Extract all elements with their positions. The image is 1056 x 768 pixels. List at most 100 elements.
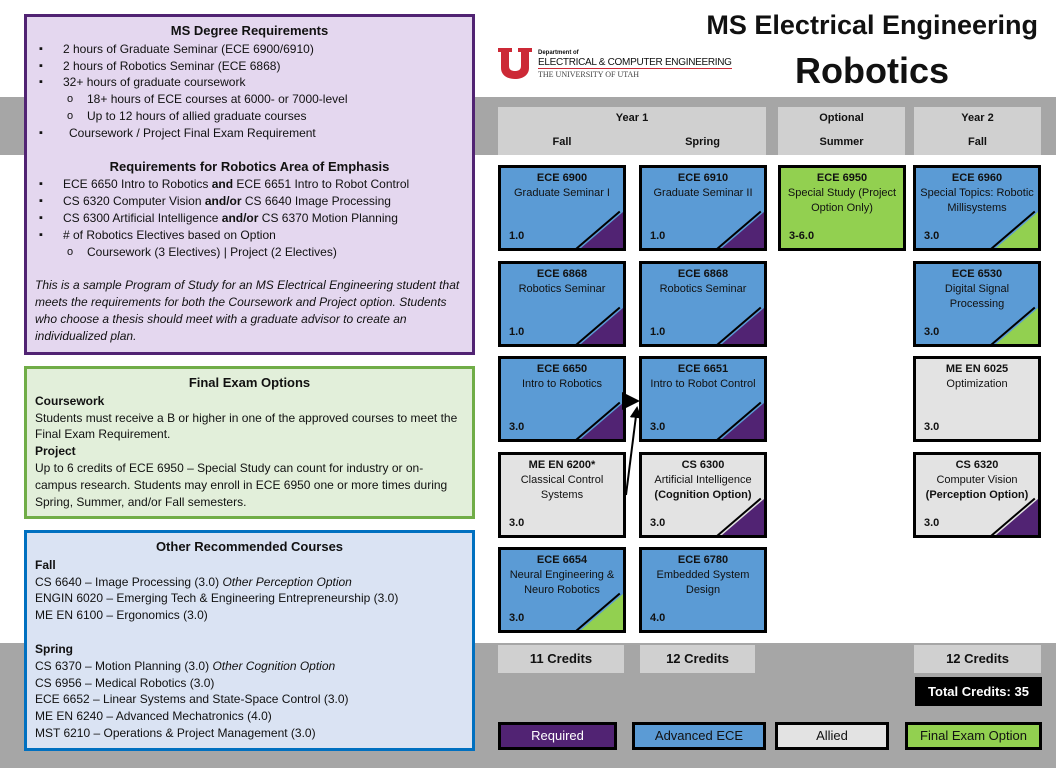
course-name: Computer Vision <box>936 474 1018 486</box>
course-credits: 3.0 <box>509 421 525 433</box>
year1-label: Year 1 <box>615 112 649 124</box>
arrow-6200-to-6651 <box>625 406 642 496</box>
recommended-course: ME EN 6240 – Advanced Mechatronics (4.0) <box>35 709 272 724</box>
recommended-course: CS 6640 – Image Processing (3.0) Other P… <box>35 574 352 589</box>
course-code: ECE 6651 <box>677 363 729 375</box>
course-name: Classical Control Systems <box>520 474 604 501</box>
ms-degree-requirements-panel: MS Degree Requirements 2 hours of Gradua… <box>24 14 475 355</box>
category-corner-marker <box>996 308 1038 344</box>
project-text: Up to 6 credits of ECE 6950 – Special St… <box>35 460 448 509</box>
course-credits: 1.0 <box>509 326 525 338</box>
course-name: Robotics Seminar <box>518 283 606 295</box>
recommended-course: CS 6956 – Medical Robotics (3.0) <box>35 675 215 690</box>
course-card[interactable]: ECE 6651 Intro to Robot Control 3.0 <box>639 356 767 442</box>
legend-final-exam-option: Final Exam Option <box>905 722 1042 750</box>
fall2-credits: 12 Credits <box>914 645 1041 673</box>
coursework-text: Students must receive a B or higher in o… <box>35 410 458 442</box>
course-code: ECE 6650 <box>536 363 588 375</box>
course-option: (Perception Option) <box>925 489 1029 501</box>
spring1-credits: 12 Credits <box>640 645 755 673</box>
course-credits: 1.0 <box>509 230 525 242</box>
category-corner-marker <box>996 499 1038 535</box>
course-name: Robotics Seminar <box>659 283 747 295</box>
requirement-item: 2 hours of Robotics Seminar (ECE 6868) <box>35 58 464 75</box>
course-card[interactable]: ECE 6910 Graduate Seminar II 1.0 <box>639 165 767 251</box>
course-card[interactable]: ME EN 6200* Classical Control Systems 3.… <box>498 452 626 538</box>
course-option: (Cognition Option) <box>654 489 752 501</box>
page-title: MS Electrical Engineering <box>706 10 1038 40</box>
course-credits: 3.0 <box>924 230 940 242</box>
course-code: CS 6320 <box>955 459 999 471</box>
course-code: ME EN 6025 <box>945 363 1009 375</box>
category-corner-marker <box>722 499 764 535</box>
course-code: ECE 6900 <box>536 172 588 184</box>
recommended-course: ME EN 6100 – Ergonomics (3.0) <box>35 608 208 623</box>
course-name: Special Study (Project Option Only) <box>787 187 897 214</box>
category-corner-marker <box>996 212 1038 248</box>
emphasis-item: CS 6320 Computer Vision and/or CS 6640 I… <box>35 193 464 210</box>
course-card[interactable]: CS 6320 Computer Vision (Perception Opti… <box>913 452 1041 538</box>
course-code: CS 6300 <box>681 459 725 471</box>
emphasis-item: CS 6300 Artificial Intelligence and/or C… <box>35 210 464 227</box>
recommended-course: ENGIN 6020 – Emerging Tech & Engineering… <box>35 591 399 606</box>
course-credits: 3.0 <box>924 517 940 529</box>
emphasis-title: Requirements for Robotics Area of Emphas… <box>109 158 390 174</box>
optional-header: Optional Summer <box>778 107 905 155</box>
category-corner-marker <box>722 403 764 439</box>
course-card[interactable]: ECE 6654 Neural Engineering & Neuro Robo… <box>498 547 626 633</box>
course-credits: 3.0 <box>650 517 666 529</box>
category-corner-marker <box>722 212 764 248</box>
course-credits: 1.0 <box>650 326 666 338</box>
course-code: ECE 6868 <box>536 268 588 280</box>
emphasis-subitem: Coursework (3 Electives) | Project (2 El… <box>35 244 464 261</box>
course-card[interactable]: ECE 6900 Graduate Seminar I 1.0 <box>498 165 626 251</box>
course-name: Graduate Seminar I <box>514 187 610 199</box>
category-corner-marker <box>581 403 623 439</box>
fall-heading: Fall <box>35 557 56 572</box>
spring-label: Spring <box>685 136 720 148</box>
requirement-item: 32+ hours of graduate coursework <box>35 74 464 91</box>
fall1-credits: 11 Credits <box>498 645 624 673</box>
requirements-note: This is a sample Program of Study for an… <box>35 278 460 343</box>
course-code: ECE 6780 <box>677 554 729 566</box>
course-name: Artificial Intelligence <box>654 474 752 486</box>
category-corner-marker <box>581 308 623 344</box>
course-card[interactable]: ECE 6650 Intro to Robotics 3.0 <box>498 356 626 442</box>
course-code: ECE 6910 <box>677 172 729 184</box>
course-card[interactable]: CS 6300 Artificial Intelligence (Cogniti… <box>639 452 767 538</box>
recommended-course: ECE 6652 – Linear Systems and State-Spac… <box>35 692 349 707</box>
course-card[interactable]: ME EN 6025 Optimization 3.0 <box>913 356 1041 442</box>
course-code: ECE 6868 <box>677 268 729 280</box>
course-credits: 3-6.0 <box>789 230 815 242</box>
university-logo: Department of ELECTRICAL & COMPUTER ENGI… <box>498 46 743 82</box>
course-name: Special Topics: Robotic Millisystems <box>920 187 1034 214</box>
course-credits: 1.0 <box>650 230 666 242</box>
emphasis-item: # of Robotics Electives based on Option <box>35 227 464 244</box>
legend-allied: Allied <box>775 722 889 750</box>
course-code: ME EN 6200* <box>528 459 596 471</box>
requirement-item: 2 hours of Graduate Seminar (ECE 6900/69… <box>35 41 464 58</box>
course-credits: 3.0 <box>509 517 525 529</box>
course-card[interactable]: ECE 6780 Embedded System Design 4.0 <box>639 547 767 633</box>
course-credits: 3.0 <box>924 326 940 338</box>
course-name: Optimization <box>946 378 1008 390</box>
course-credits: 3.0 <box>924 421 940 433</box>
course-code: ECE 6960 <box>951 172 1003 184</box>
course-credits: 3.0 <box>650 421 666 433</box>
course-card[interactable]: ECE 6868 Robotics Seminar 1.0 <box>498 261 626 347</box>
course-name: Graduate Seminar II <box>653 187 753 199</box>
course-name: Neural Engineering & Neuro Robotics <box>509 569 615 596</box>
course-name: Intro to Robot Control <box>650 378 756 390</box>
course-card[interactable]: ECE 6868 Robotics Seminar 1.0 <box>639 261 767 347</box>
emphasis-item: ECE 6650 Intro to Robotics and ECE 6651 … <box>35 176 464 193</box>
final-exam-options-panel: Final Exam Options Coursework Students m… <box>24 366 475 519</box>
legend-advanced-ece: Advanced ECE <box>632 722 766 750</box>
course-card[interactable]: ECE 6530 Digital Signal Processing 3.0 <box>913 261 1041 347</box>
course-card[interactable]: ECE 6960 Special Topics: Robotic Millisy… <box>913 165 1041 251</box>
course-card[interactable]: ECE 6950 Special Study (Project Option O… <box>778 165 906 251</box>
requirement-subitem: Up to 12 hours of allied graduate course… <box>35 108 464 125</box>
category-corner-marker <box>581 594 623 630</box>
year1-header: Year 1 Fall Spring <box>498 107 766 155</box>
course-credits: 3.0 <box>509 612 525 624</box>
fall-label: Fall <box>552 136 572 148</box>
